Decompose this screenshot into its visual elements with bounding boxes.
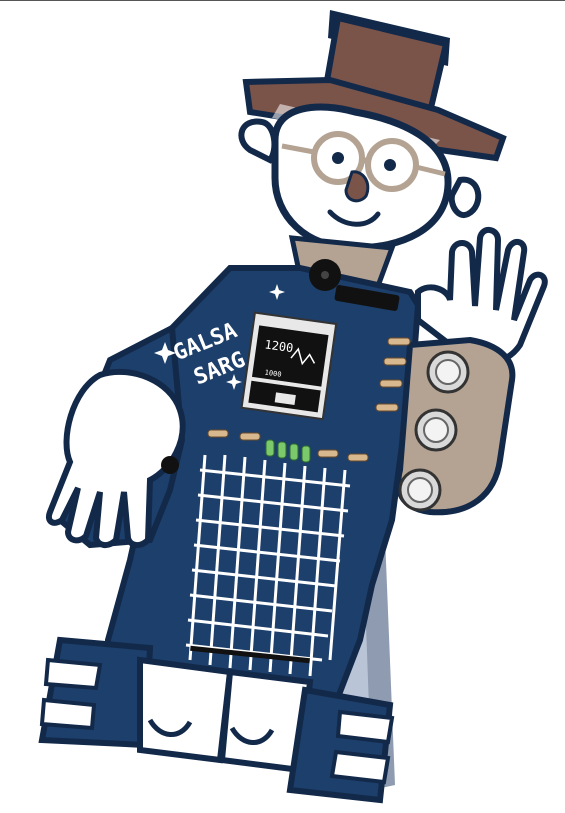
component-row (207, 429, 369, 463)
buzzer (309, 259, 341, 291)
resistors-right (375, 337, 411, 412)
sparkle-icon (154, 342, 176, 364)
head (238, 103, 482, 252)
oled-reading: 1200 (264, 337, 295, 355)
oled-subreading: 1000 (264, 369, 282, 379)
push-button (161, 456, 179, 474)
right-hand (395, 227, 548, 516)
left-hand (46, 368, 186, 548)
knob-2 (414, 408, 458, 452)
sparkle-icon (226, 374, 242, 390)
sparkle-icon (269, 284, 285, 300)
bottom-legs (38, 636, 395, 804)
knob-1 (426, 350, 470, 394)
top-border (0, 0, 565, 1)
oled-display: 1200 1000 (240, 311, 338, 421)
pin-header-top (334, 285, 400, 311)
knob-3 (398, 468, 442, 512)
